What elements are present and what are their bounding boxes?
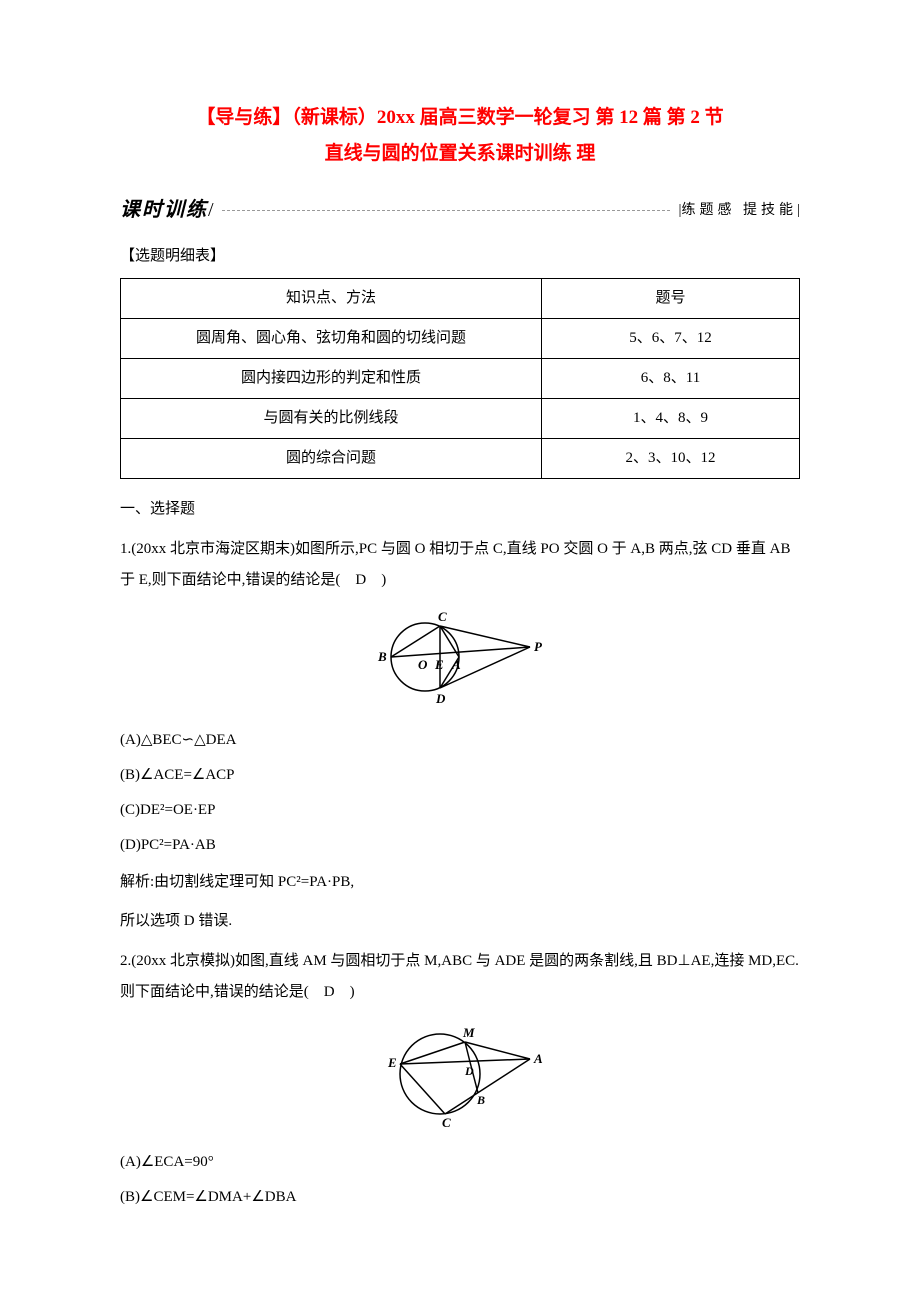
q1-option-d: (D)PC²=PA·AB — [120, 832, 800, 859]
section-header: 课时训练 / | 练题感 提技能 | — [120, 192, 800, 228]
topic-table: 知识点、方法 题号 圆周角、圆心角、弦切角和圆的切线问题 5、6、7、12 圆内… — [120, 278, 800, 479]
question-2-text: 2.(20xx 北京模拟)如图,直线 AM 与圆相切于点 M,ABC 与 ADE… — [120, 946, 800, 1009]
q1-option-c: (C)DE²=OE·EP — [120, 797, 800, 824]
table-cell: 与圆有关的比例线段 — [121, 399, 542, 439]
table-cell: 圆周角、圆心角、弦切角和圆的切线问题 — [121, 319, 542, 359]
q1-option-b: (B)∠ACE=∠ACP — [120, 762, 800, 789]
table-header-cell: 题号 — [541, 279, 799, 319]
label-M: M — [462, 1025, 475, 1040]
circle-diagram-2: M E A D B C — [370, 1019, 550, 1129]
label-B: B — [377, 649, 387, 664]
question-1-text: 1.(20xx 北京市海淀区期末)如图所示,PC 与圆 O 相切于点 C,直线 … — [120, 534, 800, 597]
title-line-1: 【导与练】（新课标）20xx 届高三数学一轮复习 第 12 篇 第 2 节 — [120, 100, 800, 136]
divider-slash: / — [208, 192, 214, 228]
q1-solution-2: 所以选项 D 错误. — [120, 906, 800, 938]
q2-option-a: (A)∠ECA=90° — [120, 1149, 800, 1176]
q1-option-a: (A)△BEC∽△DEA — [120, 727, 800, 754]
label-C: C — [442, 1115, 451, 1129]
label-E: E — [387, 1055, 397, 1070]
label-A: A — [451, 657, 461, 672]
table-cell: 2、3、10、12 — [541, 439, 799, 479]
table-header-row: 知识点、方法 题号 — [121, 279, 800, 319]
label-O: O — [418, 657, 428, 672]
table-row: 与圆有关的比例线段 1、4、8、9 — [121, 399, 800, 439]
title-line-2: 直线与圆的位置关系课时训练 理 — [120, 136, 800, 172]
label-P: P — [534, 639, 543, 654]
table-row: 圆周角、圆心角、弦切角和圆的切线问题 5、6、7、12 — [121, 319, 800, 359]
label-D: D — [435, 691, 446, 706]
table-caption: 【选题明细表】 — [120, 243, 800, 270]
table-row: 圆内接四边形的判定和性质 6、8、11 — [121, 359, 800, 399]
table-cell: 1、4、8、9 — [541, 399, 799, 439]
section-1-heading: 一、选择题 — [120, 494, 800, 526]
label-D: D — [464, 1064, 474, 1078]
label-E: E — [434, 657, 444, 672]
label-C: C — [438, 609, 447, 624]
label-B: B — [476, 1093, 485, 1107]
q1-solution-1: 解析:由切割线定理可知 PC²=PA·PB, — [120, 867, 800, 899]
section-label: 课时训练 — [120, 192, 208, 228]
figure-2: M E A D B C — [120, 1019, 800, 1139]
label-A: A — [533, 1051, 543, 1066]
dotted-divider — [222, 210, 671, 211]
figure-1: C B O E A D P — [120, 607, 800, 717]
table-cell: 6、8、11 — [541, 359, 799, 399]
table-cell: 5、6、7、12 — [541, 319, 799, 359]
section-right-text: 练题感 提技能 — [681, 198, 797, 223]
table-header-cell: 知识点、方法 — [121, 279, 542, 319]
circle-diagram-1: C B O E A D P — [370, 607, 550, 707]
table-row: 圆的综合问题 2、3、10、12 — [121, 439, 800, 479]
table-cell: 圆的综合问题 — [121, 439, 542, 479]
document-title: 【导与练】（新课标）20xx 届高三数学一轮复习 第 12 篇 第 2 节 直线… — [120, 100, 800, 172]
divider-bar: | — [797, 197, 800, 224]
table-cell: 圆内接四边形的判定和性质 — [121, 359, 542, 399]
q2-option-b: (B)∠CEM=∠DMA+∠DBA — [120, 1184, 800, 1211]
